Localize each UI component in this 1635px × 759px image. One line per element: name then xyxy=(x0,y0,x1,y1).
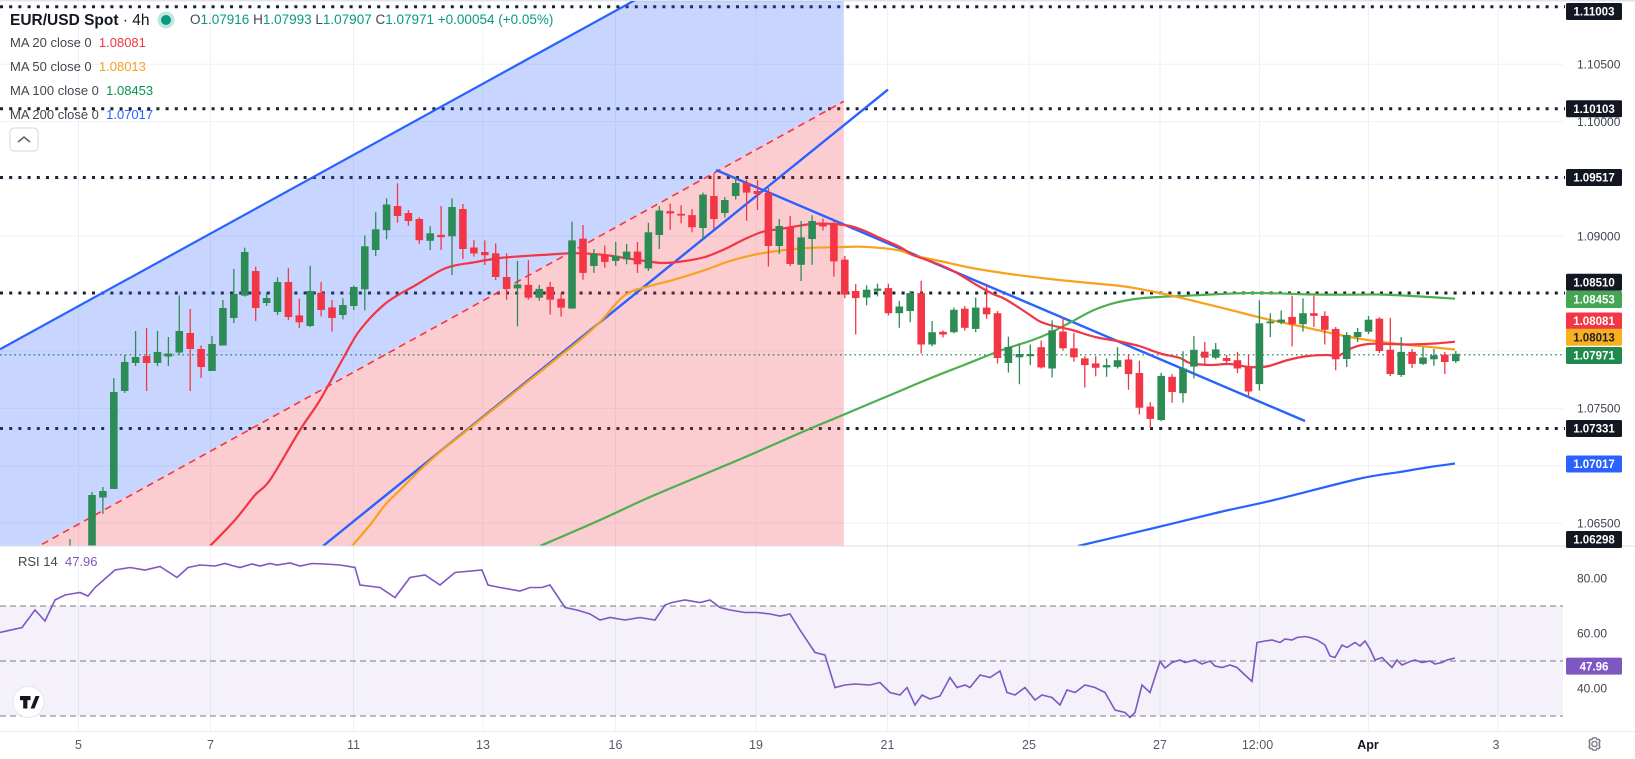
svg-text:21: 21 xyxy=(881,738,895,752)
svg-text:1.10000: 1.10000 xyxy=(1577,115,1621,129)
svg-text:1.08510: 1.08510 xyxy=(1573,278,1615,290)
svg-text:1.09000: 1.09000 xyxy=(1577,230,1621,244)
svg-text:Apr: Apr xyxy=(1357,738,1379,752)
svg-text:7: 7 xyxy=(207,738,214,752)
svg-text:1.07331: 1.07331 xyxy=(1573,424,1615,436)
svg-text:16: 16 xyxy=(609,738,623,752)
svg-text:5: 5 xyxy=(75,738,82,752)
svg-text:MA 50 close 0 1.08013: MA 50 close 0 1.08013 xyxy=(10,59,146,74)
svg-text:11: 11 xyxy=(347,738,360,752)
svg-text:1.11003: 1.11003 xyxy=(1574,7,1615,19)
svg-text:MA 20 close 0 1.08081: MA 20 close 0 1.08081 xyxy=(10,35,146,50)
svg-text:47.96: 47.96 xyxy=(1580,661,1609,673)
svg-text:13: 13 xyxy=(476,738,490,752)
svg-text:1.10500: 1.10500 xyxy=(1577,58,1621,72)
svg-text:80.00: 80.00 xyxy=(1577,572,1607,586)
svg-text:1.07500: 1.07500 xyxy=(1577,402,1621,416)
svg-text:1.06298: 1.06298 xyxy=(1573,535,1615,547)
svg-text:O1.07916 H1.07993 L1.07907 C1.: O1.07916 H1.07993 L1.07907 C1.07971 +0.0… xyxy=(190,12,553,27)
svg-text:MA 200 close 0 1.07017: MA 200 close 0 1.07017 xyxy=(10,107,153,122)
svg-text:19: 19 xyxy=(749,738,763,752)
svg-text:1.09517: 1.09517 xyxy=(1573,173,1615,185)
svg-text:12:00: 12:00 xyxy=(1242,738,1273,752)
svg-text:1.10103: 1.10103 xyxy=(1573,104,1615,116)
svg-text:1.06500: 1.06500 xyxy=(1577,516,1621,530)
svg-text:RSI 14 47.96: RSI 14 47.96 xyxy=(18,554,98,569)
svg-text:40.00: 40.00 xyxy=(1577,682,1607,696)
svg-text:EUR/USD Spot · 4h: EUR/USD Spot · 4h xyxy=(10,12,150,29)
svg-text:1.07017: 1.07017 xyxy=(1573,459,1615,471)
svg-text:3: 3 xyxy=(1493,738,1500,752)
svg-text:27: 27 xyxy=(1153,738,1167,752)
svg-text:1.08081: 1.08081 xyxy=(1573,316,1615,328)
svg-text:1.07971: 1.07971 xyxy=(1573,351,1615,363)
svg-text:1.08013: 1.08013 xyxy=(1573,332,1615,344)
svg-text:60.00: 60.00 xyxy=(1577,627,1607,641)
svg-text:MA 100 close 0 1.08453: MA 100 close 0 1.08453 xyxy=(10,83,153,98)
svg-text:25: 25 xyxy=(1022,738,1036,752)
svg-text:1.08453: 1.08453 xyxy=(1573,295,1615,307)
